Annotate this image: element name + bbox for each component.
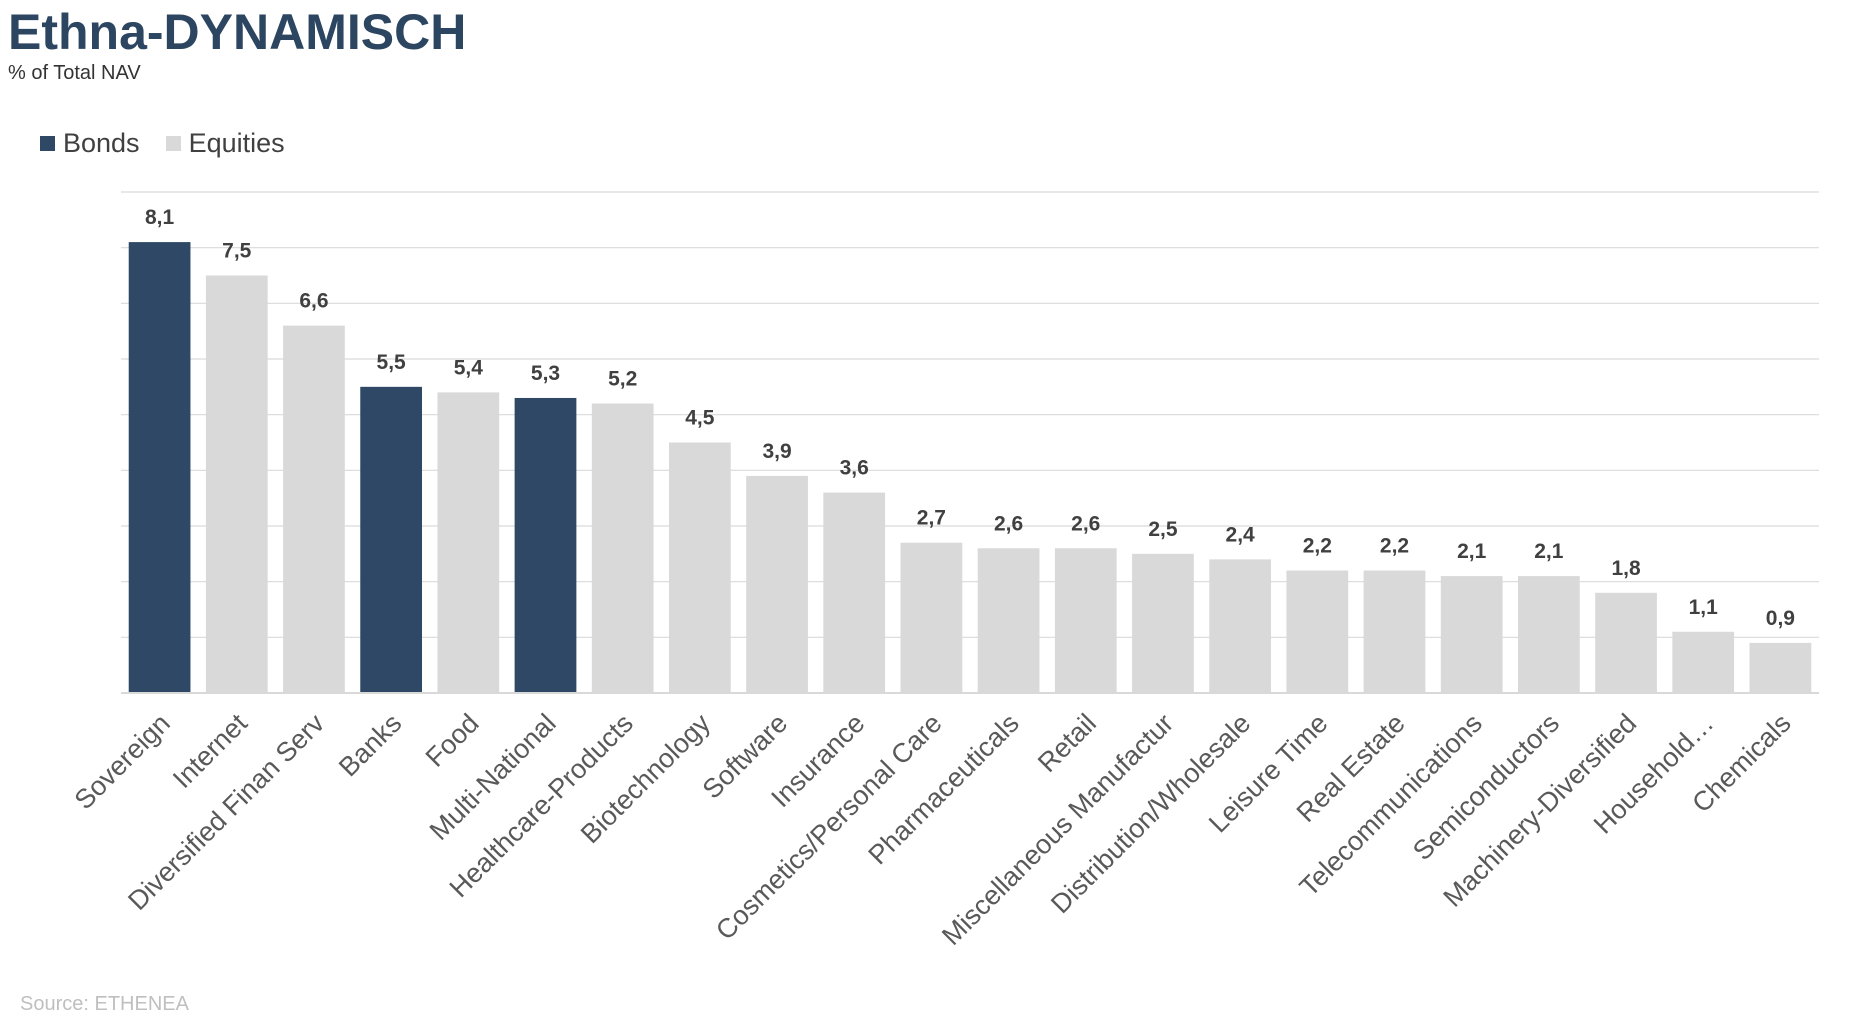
value-label: 2,1 [1534, 540, 1564, 563]
bar [1363, 570, 1426, 693]
value-label: 5,3 [531, 362, 560, 385]
chart-legend: Bonds Equities [40, 128, 311, 159]
bar [1672, 631, 1735, 693]
bars [128, 242, 1812, 693]
category-label: Food [420, 708, 485, 773]
value-label: 3,9 [762, 440, 791, 463]
bar [823, 492, 886, 693]
chart-subtitle: % of Total NAV [8, 62, 141, 84]
value-label: 1,1 [1689, 596, 1719, 619]
bar [1286, 570, 1349, 693]
value-label: 2,6 [1071, 512, 1100, 535]
legend-swatch-bonds [40, 136, 55, 151]
bar [1517, 576, 1580, 693]
value-label: 2,1 [1457, 540, 1487, 563]
bar [591, 403, 654, 693]
bar [1209, 559, 1272, 693]
legend-item-bonds: Bonds [40, 128, 140, 159]
chart-title: Ethna-DYNAMISCH [8, 4, 467, 60]
value-label: 0,9 [1766, 607, 1795, 630]
bar [668, 442, 731, 693]
value-label: 2,6 [994, 512, 1023, 535]
value-label: 2,7 [917, 507, 946, 530]
value-label: 4,5 [685, 407, 715, 430]
legend-label-equities: Equities [188, 128, 285, 158]
value-label: 5,5 [377, 351, 407, 374]
legend-swatch-equities [165, 136, 181, 151]
bar [360, 386, 423, 693]
value-label: 2,2 [1380, 535, 1409, 558]
source-note: Source: ETHENEA [20, 993, 189, 1015]
bar [205, 275, 268, 693]
bar [1440, 576, 1503, 693]
legend-label-bonds: Bonds [63, 128, 140, 158]
value-label: 1,8 [1611, 557, 1641, 580]
bar [1054, 548, 1117, 693]
value-label: 2,2 [1303, 535, 1332, 558]
category-label: Sovereign [69, 708, 176, 815]
value-label: 2,4 [1226, 523, 1256, 546]
bar [514, 397, 577, 693]
value-label: 8,1 [145, 206, 175, 229]
value-label: 2,5 [1148, 518, 1178, 541]
value-label: 3,6 [840, 457, 869, 480]
bar [437, 392, 500, 693]
legend-item-equities: Equities [165, 128, 285, 159]
category-label: Banks [333, 708, 407, 782]
value-label: 6,6 [299, 290, 328, 313]
bar [977, 548, 1040, 693]
bar [1595, 592, 1657, 693]
bar [746, 475, 808, 693]
bar [900, 542, 963, 693]
value-label: 5,2 [608, 368, 637, 391]
category-label: Retail [1032, 708, 1102, 778]
bar [128, 242, 191, 693]
bar [1749, 642, 1812, 693]
bar [283, 325, 345, 693]
value-label: 7,5 [222, 240, 252, 263]
bar [1132, 553, 1194, 693]
value-labels: 8,1 7,5 6,6 5,5 5,4 5,3 5,2 4,5 3,9 3,6 2,7 2,6 2,6 2… [145, 206, 1795, 630]
value-label: 5,4 [454, 356, 484, 379]
